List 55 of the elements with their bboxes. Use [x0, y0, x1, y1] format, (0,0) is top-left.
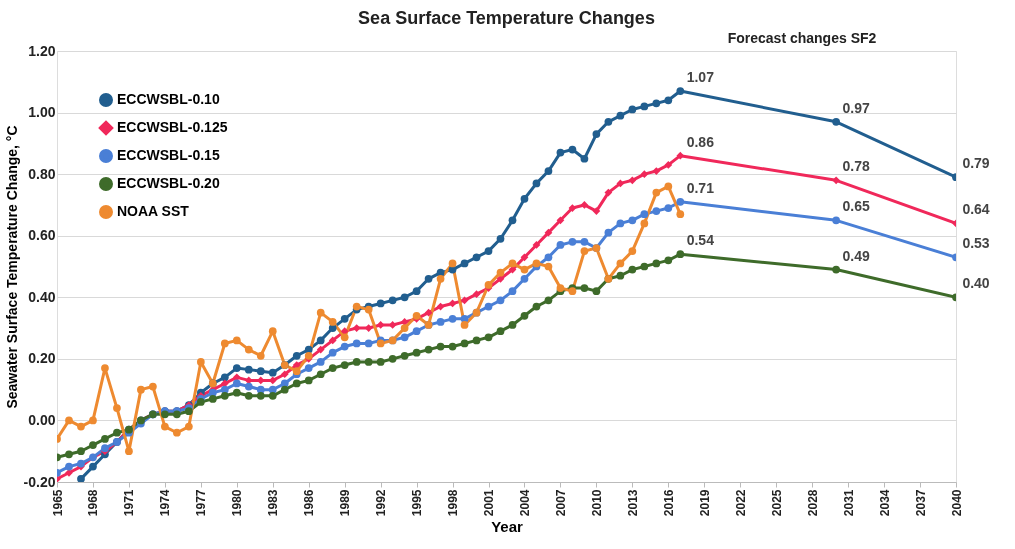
x-tick-label: 2007	[553, 489, 568, 517]
y-tick-label: 0.80	[28, 165, 56, 182]
x-tick-label: 2028	[805, 489, 820, 517]
data-label: 0.79	[962, 155, 990, 172]
y-tick-label: 0.00	[28, 411, 56, 428]
y-tick-label: 0.40	[28, 288, 56, 305]
x-tick-label: 2022	[733, 489, 748, 517]
x-axis-title: Year	[491, 518, 524, 536]
x-tick-label: 2037	[913, 489, 928, 517]
x-tick-label: 2013	[625, 489, 640, 517]
data-label: 0.40	[962, 275, 990, 292]
data-label: 0.71	[686, 179, 715, 196]
data-label: 0.86	[686, 133, 715, 150]
x-tick-label: 2034	[877, 489, 892, 517]
x-tick-label: 2004	[517, 489, 532, 517]
x-tick-label: 2010	[589, 489, 604, 517]
x-tick-label: 2031	[841, 489, 856, 517]
x-tick-label: 1971	[122, 489, 137, 517]
x-tick-label: 2016	[661, 489, 676, 517]
x-tick-label: 2019	[697, 489, 712, 517]
data-label: 0.64	[962, 201, 990, 218]
data-label: 0.53	[962, 235, 990, 252]
x-tick-label: 1995	[410, 489, 425, 517]
x-tick-label: 1998	[446, 489, 461, 517]
x-tick-label: 1986	[302, 489, 317, 517]
x-tick-label: 1977	[194, 489, 209, 517]
y-axis-title: Seawater Surface Temperature Change, °C	[3, 125, 20, 409]
data-label: 0.65	[842, 198, 870, 215]
data-label: 0.49	[842, 247, 870, 264]
legend-label: ECCWSBL-0.125	[117, 119, 228, 135]
x-tick-label: 1989	[338, 489, 353, 517]
legend-label: ECCWSBL-0.10	[117, 91, 220, 107]
y-tick-label: 1.20	[28, 42, 56, 59]
x-tick-label: 1974	[158, 489, 173, 517]
x-tick-label: 2025	[769, 489, 784, 517]
y-tick-label: 0.60	[28, 227, 56, 244]
y-tick-label: -0.20	[23, 473, 56, 490]
text: Forecast changes SF2	[727, 30, 877, 46]
legend-label: ECCWSBL-0.15	[117, 147, 220, 163]
legend-label: NOAA SST	[117, 203, 190, 219]
data-label: 0.78	[842, 158, 870, 175]
x-tick-label: 1968	[86, 489, 101, 517]
x-tick-label: 1992	[374, 489, 389, 517]
x-tick-label: 2040	[949, 489, 964, 517]
y-tick-label: 1.00	[28, 104, 56, 121]
x-tick-label: 1980	[230, 489, 245, 517]
x-tick-label: 2001	[482, 489, 497, 517]
x-tick-label: 1965	[50, 489, 65, 517]
legend-label: ECCWSBL-0.20	[117, 175, 220, 191]
x-tick-label: 1983	[266, 489, 281, 517]
data-label: 0.54	[686, 232, 715, 249]
data-label: 1.07	[686, 69, 715, 86]
data-label: 0.97	[842, 99, 870, 116]
y-tick-label: 0.20	[28, 350, 56, 367]
chart-title: Sea Surface Temperature Changes	[358, 8, 655, 28]
